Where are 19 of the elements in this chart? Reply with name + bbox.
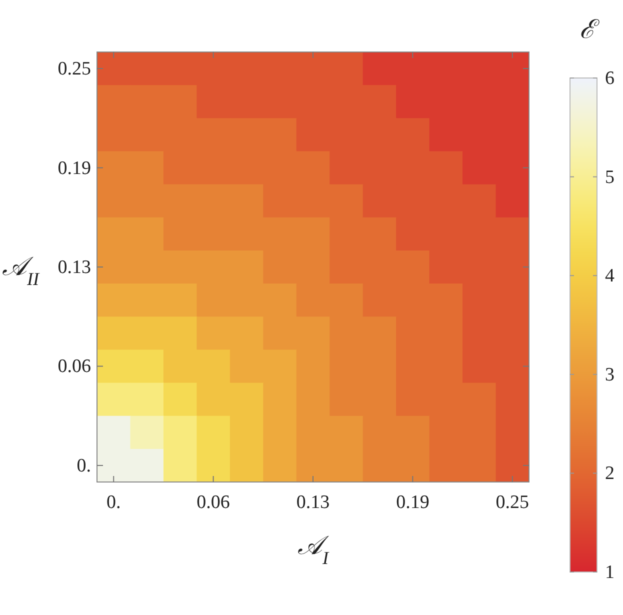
y-tick-label: 0. [76,455,91,476]
y-axis-title: 𝒜$_{II}$ [2,252,40,289]
color-bar-label: 3 [605,364,614,386]
color-bar-label: 6 [605,68,614,89]
y-tick-label: 0.06 [58,356,91,378]
y-tick-label: 0.13 [58,257,91,278]
x-tick-label: 0. [106,492,121,513]
y-tick-label: 0.25 [58,58,91,80]
color-bar-label: 5 [605,166,614,188]
x-tick-label: 0.06 [196,492,230,513]
x-axis-title: 𝒜$_{I}$ [297,531,330,568]
color-bar-title: ℰ [580,15,600,44]
x-tick-label: 0.25 [496,492,530,513]
y-tick-label: 0.19 [58,158,91,179]
color-bar-label: 2 [605,463,614,484]
x-tick-label: 0.13 [296,492,330,513]
color-bar-label: 1 [605,562,614,583]
x-tick-label: 0.19 [396,492,430,513]
color-bar-label: 4 [605,266,615,287]
